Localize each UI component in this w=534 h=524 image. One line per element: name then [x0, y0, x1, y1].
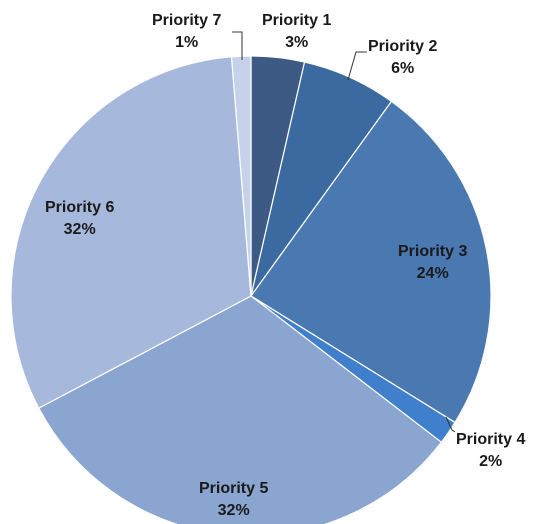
- value-label: 24%: [416, 265, 449, 282]
- data-label-priority-4: Priority 4 2%: [456, 429, 525, 473]
- value-label: 2%: [479, 453, 503, 470]
- data-label-priority-6: Priority 6 32%: [45, 197, 114, 241]
- leader-line-priority-2: [347, 51, 367, 81]
- value-label: 6%: [391, 60, 415, 77]
- pie-slice-priority-3: [250, 100, 492, 424]
- category-label: Priority 3: [398, 243, 468, 260]
- category-label: Priority 2: [368, 38, 438, 55]
- category-label: Priority 5: [199, 480, 269, 497]
- data-label-priority-1: Priority 1 3%: [262, 10, 331, 54]
- category-label: Priority 6: [45, 199, 115, 216]
- pie-slice-priority-6: [10, 56, 252, 409]
- value-label: 32%: [63, 221, 96, 238]
- value-label: 3%: [285, 34, 309, 51]
- category-label: Priority 4: [456, 431, 526, 448]
- pie-slice-priority-7: [230, 55, 252, 297]
- value-label: 32%: [217, 502, 250, 519]
- data-label-priority-7: Priority 7 1%: [152, 10, 221, 54]
- value-label: 1%: [175, 34, 199, 51]
- pie-slice-priority-5: [37, 295, 443, 524]
- data-label-priority-5: Priority 5 32%: [199, 478, 268, 522]
- category-label: Priority 1: [262, 12, 332, 29]
- data-label-priority-2: Priority 2 6%: [368, 36, 437, 80]
- leader-line-priority-7: [232, 31, 243, 60]
- data-label-priority-3: Priority 3 24%: [398, 241, 467, 285]
- category-label: Priority 7: [152, 12, 222, 29]
- leader-line-priority-4: [445, 416, 456, 433]
